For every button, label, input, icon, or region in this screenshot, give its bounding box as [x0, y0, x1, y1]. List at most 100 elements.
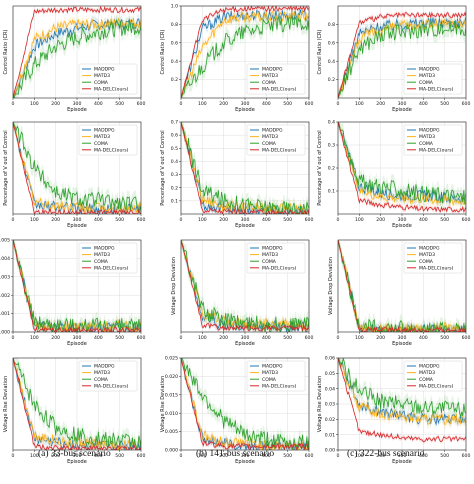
x-tick-label: 0	[337, 101, 340, 107]
series-line-2	[338, 358, 466, 418]
x-tick-label: 300	[73, 101, 82, 107]
x-tick-label: 500	[440, 453, 449, 459]
x-tick-label: 500	[115, 453, 124, 459]
series-band-0	[13, 14, 141, 98]
x-tick-label: 300	[398, 101, 407, 107]
x-axis-label: Episode	[235, 459, 255, 465]
series-line-0	[338, 358, 466, 426]
x-tick-label: 300	[241, 453, 250, 459]
legend-box	[78, 63, 138, 95]
y-tick-label: 0.001	[0, 311, 10, 317]
y-tick-label: 0.01	[325, 432, 335, 438]
legend-label: MADDPG	[262, 364, 283, 370]
series-band-1	[338, 240, 466, 332]
legend-label: MA-DELC(ours)	[94, 265, 129, 271]
y-tick-label: 0.4	[171, 59, 178, 65]
legend-label: COMA	[419, 141, 434, 147]
x-tick-label: 400	[94, 335, 103, 341]
y-axis-label: Voltage Rise Deviation	[3, 376, 9, 432]
x-tick-label: 100	[30, 335, 39, 341]
x-tick-label: 0	[180, 335, 183, 341]
legend-label: MATD3	[94, 134, 110, 140]
x-axis-label: Episode	[392, 341, 412, 347]
legend-box	[403, 360, 463, 392]
x-tick-label: 200	[51, 217, 60, 223]
legend-label: MADDPG	[419, 128, 440, 134]
series-line-1	[181, 9, 309, 98]
x-tick-label: 300	[73, 335, 82, 341]
legend-label: MA-DELC(ours)	[419, 383, 454, 389]
y-axis-label: Control Ratio (CR)	[317, 29, 323, 74]
x-tick-label: 300	[241, 217, 250, 223]
series-band-2	[13, 122, 141, 214]
panel-r0c1: 0 100 200 300 400 500 600 0.2 0.4 0.6 0.8 1.0 Episod…	[160, 4, 313, 113]
legend-label: MATD3	[262, 252, 278, 258]
y-tick-label: 0.005	[165, 429, 178, 435]
legend-label: MADDPG	[262, 67, 283, 73]
x-tick-label: 200	[219, 101, 228, 107]
x-tick-label: 100	[198, 217, 207, 223]
caption-322-bus: (c) 322-bus scenario	[347, 449, 425, 459]
x-tick-label: 200	[376, 101, 385, 107]
y-tick-label: 0.8	[328, 22, 335, 28]
caption-141-bus: (b) 141-bus scenario	[196, 449, 275, 459]
x-tick-label: 200	[219, 217, 228, 223]
series-line-3	[181, 358, 309, 450]
y-tick-label: 0.06	[325, 356, 335, 362]
y-tick-label: 0.000	[165, 448, 178, 454]
legend-label: MA-DELC(ours)	[94, 147, 129, 153]
x-tick-label: 100	[30, 101, 39, 107]
legend-label: COMA	[262, 377, 277, 383]
x-tick-label: 200	[51, 101, 60, 107]
y-tick-label: 0.005	[0, 238, 10, 244]
y-tick-label: 0.015	[165, 392, 178, 398]
legend-label: MA-DELC(ours)	[94, 383, 129, 389]
y-tick-label: 0.5	[171, 146, 178, 152]
x-tick-label: 400	[419, 217, 428, 223]
legend-label: MA-DELC(ours)	[94, 86, 129, 92]
legend-label: COMA	[419, 259, 434, 265]
y-tick-label: 0.4	[328, 120, 335, 126]
panel-r3c1: 0 100 200 300 400 500 600 0.000 0.005 0.010 0.015 0…	[160, 356, 313, 465]
x-axis-label: Episode	[67, 223, 87, 229]
caption-33-bus: (a) 33-bus scenario	[38, 449, 111, 459]
x-tick-label: 100	[30, 453, 39, 459]
series-band-1	[13, 13, 141, 98]
x-tick-label: 0	[180, 217, 183, 223]
y-tick-label: 0.3	[171, 172, 178, 178]
x-tick-label: 400	[94, 453, 103, 459]
legend-label: MADDPG	[419, 364, 440, 370]
x-tick-label: 200	[376, 453, 385, 459]
x-tick-label: 600	[462, 217, 471, 223]
x-tick-label: 0	[180, 101, 183, 107]
x-tick-label: 400	[262, 217, 271, 223]
legend-label: MA-DELC(ours)	[419, 147, 454, 153]
y-tick-label: 0.2	[328, 77, 335, 83]
legend-label: MATD3	[419, 73, 435, 79]
y-tick-label: 0.03	[325, 402, 335, 408]
x-tick-label: 600	[137, 453, 146, 459]
x-tick-label: 600	[462, 453, 471, 459]
y-tick-label: 0.6	[328, 40, 335, 46]
y-tick-label: 0.020	[165, 374, 178, 380]
y-axis-label: Voltage Drop Deviation	[328, 257, 334, 315]
series-line-2	[13, 122, 141, 213]
series-line-2	[13, 358, 141, 449]
series-line-0	[338, 122, 466, 205]
x-axis-label: Episode	[235, 107, 255, 113]
series-band-1	[13, 122, 141, 214]
series-line-3	[181, 240, 309, 332]
x-tick-label: 500	[440, 217, 449, 223]
y-tick-label: 0.4	[328, 59, 335, 65]
